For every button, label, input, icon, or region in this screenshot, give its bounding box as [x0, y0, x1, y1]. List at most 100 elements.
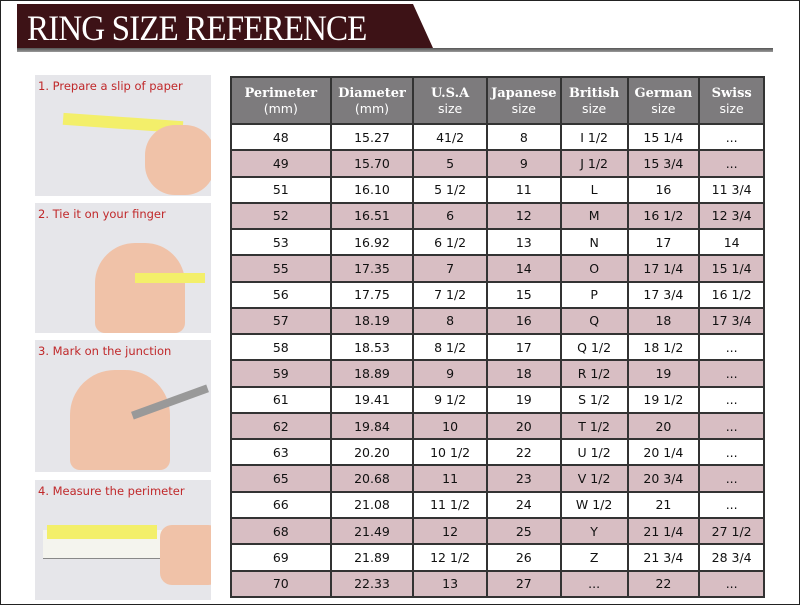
cell-swiss: ...: [698, 359, 765, 388]
cell-swiss: ...: [698, 411, 765, 441]
page-title: RING SIZE REFERENCE: [27, 8, 367, 48]
cell-british: Y: [559, 516, 629, 546]
cell-british: P: [559, 280, 629, 309]
cell-perimeter: 65: [230, 464, 332, 493]
cell-usa: 11: [412, 464, 488, 493]
cell-german: 15 1/4: [626, 122, 701, 152]
cell-perimeter: 56: [230, 280, 332, 309]
column-header-unit: (mm): [354, 100, 390, 116]
cell-german: 16 1/2: [626, 201, 701, 231]
cell-german: 21 1/4: [626, 516, 701, 546]
cell-british: L: [559, 175, 629, 204]
table-row: 56 17.75 7 1/2 15 P 17 3/4 16 1/2: [230, 280, 765, 309]
cell-japanese: 9: [485, 149, 562, 178]
cell-swiss: ...: [698, 569, 765, 599]
cell-british: S 1/2: [559, 385, 629, 414]
cell-german: 20 3/4: [626, 464, 701, 493]
cell-diameter: 16.92: [329, 228, 415, 257]
cell-diameter: 21.49: [329, 516, 415, 546]
table-row: 63 20.20 10 1/2 22 U 1/2 20 1/4...: [230, 438, 765, 467]
cell-swiss: ...: [698, 333, 765, 362]
cell-japanese: 13: [485, 228, 562, 257]
column-header-german: German size: [626, 76, 701, 125]
cell-german: 18 1/2: [626, 333, 701, 362]
cell-diameter: 17.75: [329, 280, 415, 309]
cell-british: U 1/2: [559, 438, 629, 467]
cell-usa: 12 1/2: [412, 543, 488, 572]
cell-perimeter: 57: [230, 306, 332, 336]
cell-german: 21: [626, 490, 701, 519]
cell-usa: 41/2: [412, 122, 488, 152]
cell-british: I 1/2: [559, 122, 629, 152]
column-header-swiss: Swiss size: [698, 76, 765, 125]
cell-british: M: [559, 201, 629, 231]
table-row: 68 21.49 12 25 Y 21 1/4 27 1/2: [230, 516, 765, 546]
column-header-title: Perimeter: [244, 85, 318, 101]
cell-german: 21 3/4: [626, 543, 701, 572]
cell-british: T 1/2: [559, 411, 629, 441]
cell-british: Q 1/2: [559, 333, 629, 362]
cell-diameter: 19.41: [329, 385, 415, 414]
column-header-title: Japanese: [491, 85, 557, 101]
cell-japanese: 11: [485, 175, 562, 204]
cell-japanese: 12: [485, 201, 562, 231]
paper-slip-illustration: [47, 525, 157, 539]
cell-japanese: 16: [485, 306, 562, 336]
cell-swiss: 28 3/4: [698, 543, 765, 572]
column-header-unit: (mm): [263, 100, 298, 116]
table-row: 70 22.33 13 27... 22...: [230, 569, 765, 599]
cell-perimeter: 62: [230, 411, 332, 441]
column-header-title: British: [568, 85, 620, 101]
cell-german: 20 1/4: [626, 438, 701, 467]
cell-japanese: 26: [485, 543, 562, 572]
cell-british: Z: [559, 543, 629, 572]
column-header-title: German: [634, 85, 693, 101]
cell-swiss: 17 3/4: [698, 306, 765, 336]
column-header-japanese: Japanese size: [485, 76, 562, 125]
table-header-row: Perimeter (mm) Diameter (mm) U.S.A size Japane…: [230, 76, 765, 125]
cell-diameter: 15.70: [329, 149, 415, 178]
cell-diameter: 20.68: [329, 464, 415, 493]
cell-german: 19: [626, 359, 701, 388]
cell-usa: 6 1/2: [412, 228, 488, 257]
title-banner: RING SIZE REFERENCE: [17, 4, 433, 48]
cell-usa: 5 1/2: [412, 175, 488, 204]
cell-perimeter: 59: [230, 359, 332, 388]
column-header-usa: U.S.A size: [412, 76, 488, 125]
cell-perimeter: 69: [230, 543, 332, 572]
hand-illustration: [70, 370, 170, 470]
cell-japanese: 19: [485, 385, 562, 414]
column-header-title: Diameter: [338, 85, 406, 101]
title-rule: [17, 48, 773, 52]
cell-usa: 7 1/2: [412, 280, 488, 309]
paper-slip-illustration: [135, 273, 205, 283]
column-header-title: Swiss: [711, 85, 752, 101]
cell-perimeter: 48: [230, 122, 332, 152]
cell-swiss: 12 3/4: [698, 201, 765, 231]
cell-perimeter: 49: [230, 149, 332, 178]
table-row: 53 16.92 6 1/2 13 N 17 14: [230, 228, 765, 257]
cell-usa: 6: [412, 201, 488, 231]
cell-diameter: 19.84: [329, 411, 415, 441]
cell-japanese: 22: [485, 438, 562, 467]
cell-german: 19 1/2: [626, 385, 701, 414]
column-header-title: U.S.A: [431, 85, 470, 101]
cell-german: 22: [626, 569, 701, 599]
cell-usa: 11 1/2: [412, 490, 488, 519]
table-row: 61 19.41 9 1/2 19 S 1/2 19 1/2...: [230, 385, 765, 414]
step-3-panel: 3. Mark on the junction: [35, 340, 211, 472]
table-row: 69 21.89 12 1/2 26 Z 21 3/4 28 3/4: [230, 543, 765, 572]
cell-diameter: 18.89: [329, 359, 415, 388]
cell-perimeter: 52: [230, 201, 332, 231]
cell-swiss: ...: [698, 385, 765, 414]
cell-diameter: 17.35: [329, 254, 415, 283]
table-row: 55 17.35 7 14 O 17 1/4 15 1/4: [230, 254, 765, 283]
table-row: 49 15.70 5 9 J 1/2 15 3/4...: [230, 149, 765, 178]
cell-swiss: ...: [698, 464, 765, 493]
cell-perimeter: 70: [230, 569, 332, 599]
table-row: 48 15.27 41/2 8 I 1/2 15 1/4...: [230, 122, 765, 152]
cell-swiss: ...: [698, 122, 765, 152]
cell-german: 15 3/4: [626, 149, 701, 178]
table-row: 58 18.53 8 1/2 17 Q 1/2 18 1/2...: [230, 333, 765, 362]
cell-british: O: [559, 254, 629, 283]
